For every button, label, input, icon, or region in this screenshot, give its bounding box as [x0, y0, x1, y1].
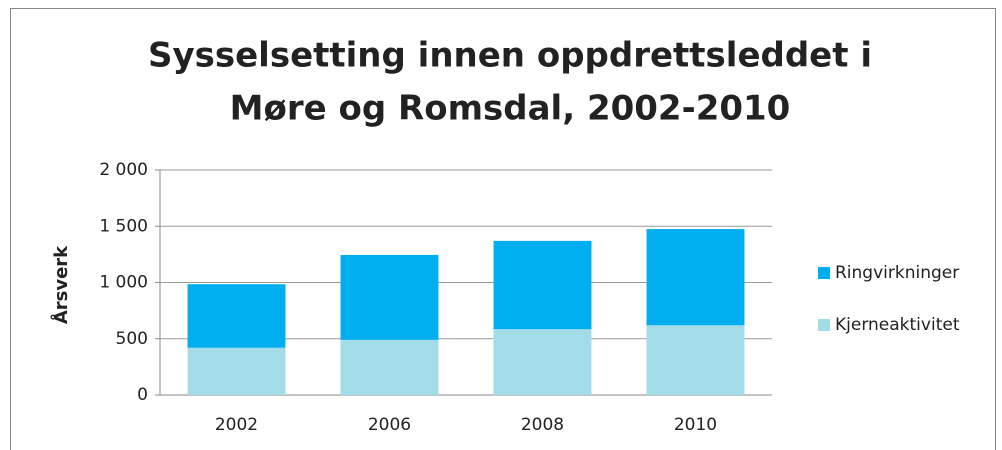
legend-label: Kjerneaktivitet: [835, 315, 960, 335]
legend-swatch: [818, 319, 830, 331]
chart-title: Møre og Romsdal, 2002-2010: [230, 89, 791, 129]
bar-segment: [187, 284, 286, 348]
chart-title: Sysselsetting innen oppdrettsleddet i: [148, 36, 872, 76]
y-tick-label: 1 500: [99, 216, 148, 236]
bar-segment: [187, 347, 286, 395]
bar-segment: [493, 329, 592, 395]
y-tick-label: 1 000: [99, 273, 148, 293]
y-axis-label: Årsverk: [49, 245, 72, 324]
legend-swatch: [818, 267, 830, 279]
bar-segment: [493, 240, 592, 330]
bar-segment: [646, 229, 745, 326]
x-tick-label: 2008: [521, 415, 564, 435]
bar-segment: [340, 339, 439, 395]
x-tick-label: 2002: [215, 415, 258, 435]
x-tick-label: 2010: [674, 415, 717, 435]
bar-segment: [646, 325, 745, 395]
y-tick-label: 2 000: [99, 160, 148, 180]
y-tick-label: 0: [137, 385, 148, 405]
x-tick-label: 2006: [368, 415, 411, 435]
legend-label: Ringvirkninger: [835, 263, 959, 283]
bar-segment: [340, 254, 439, 340]
y-tick-label: 500: [116, 329, 148, 349]
